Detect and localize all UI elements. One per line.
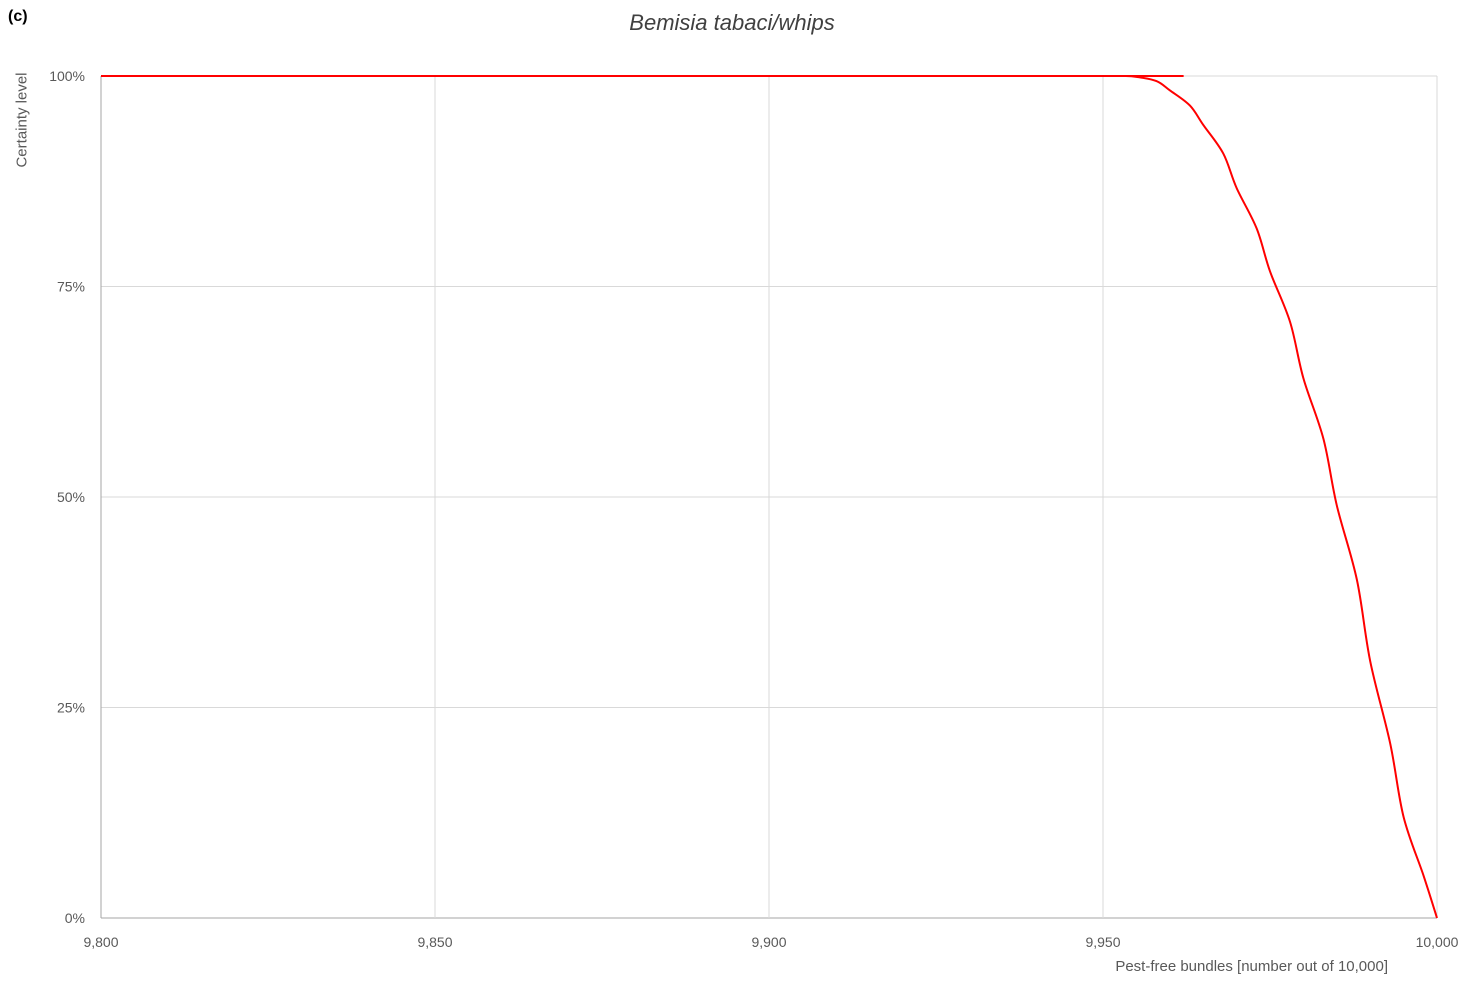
y-axis-ticks: 0% 25% 50% 75% 100% [49,68,85,926]
x-axis-ticks: 9,800 9,850 9,900 9,950 10,000 [83,934,1458,950]
y-tick-label: 50% [57,489,85,505]
chart-title: Bemisia tabaci/whips [629,10,835,35]
y-tick-label: 25% [57,700,85,716]
x-tick-label: 9,900 [751,934,786,950]
x-tick-label: 9,950 [1085,934,1120,950]
series-line [100,74,1438,919]
gridlines [100,75,1438,919]
x-tick-label: 9,850 [417,934,452,950]
x-tick-label: 9,800 [83,934,118,950]
panel-label: (c) [8,8,28,25]
x-tick-label: 10,000 [1416,934,1459,950]
y-tick-label: 0% [65,910,85,926]
y-tick-label: 100% [49,68,85,84]
y-tick-label: 75% [57,279,85,295]
series-group [100,74,1438,919]
x-axis-label: Pest-free bundles [number out of 10,000] [1115,958,1388,975]
